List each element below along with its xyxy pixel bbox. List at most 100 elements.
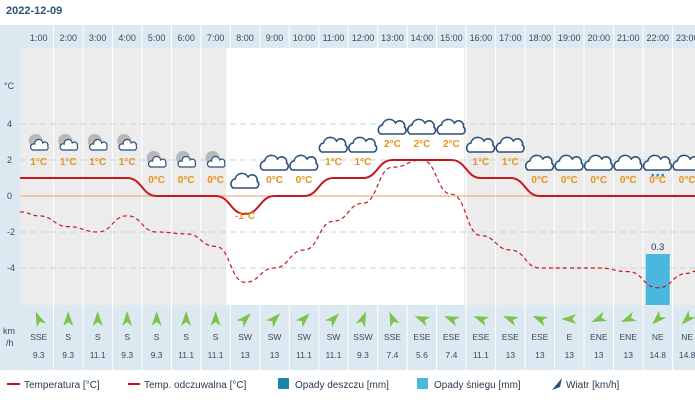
- hour-label: 8:00: [236, 33, 254, 43]
- legend-snow-swatch: [417, 378, 428, 389]
- cloud-icon: [289, 154, 319, 171]
- wind-arrow-icon: [620, 311, 637, 323]
- wind-arrow-icon: [414, 315, 431, 327]
- wind-speed-label: 11.1: [90, 350, 106, 360]
- night-cloud-icon: [176, 151, 197, 168]
- wind-arrow-icon: [295, 313, 310, 328]
- temperature-label: 1°C: [472, 157, 489, 168]
- hour-label: 23:00: [676, 33, 695, 43]
- temperature-label: -1°C: [235, 211, 255, 222]
- temperature-label: 0°C: [148, 175, 165, 186]
- wind-direction-label: ESE: [413, 332, 430, 342]
- cloud-icon: [230, 172, 260, 189]
- cloud-icon: [554, 154, 584, 171]
- legend-snow-label: Opady śniegu [mm]: [434, 380, 521, 391]
- hour-label: 20:00: [588, 33, 611, 43]
- hour-label: 2:00: [59, 33, 77, 43]
- temperature-label: 1°C: [30, 157, 47, 168]
- wind-direction-label: SW: [238, 332, 252, 342]
- wind-speed-label: 13: [535, 350, 545, 360]
- wind-arrow-icon: [236, 313, 251, 328]
- temperature-label: 0°C: [296, 175, 313, 186]
- wind-speed-label: 13: [270, 350, 280, 360]
- page-title: 2022-12-09: [6, 5, 63, 17]
- cloud-icon: [318, 136, 348, 153]
- night-cloud-icon: [117, 134, 138, 151]
- wind-speed-label: 9.3: [62, 350, 74, 360]
- wind-arrow-icon: [92, 311, 103, 326]
- wind-arrow-icon: [122, 311, 133, 326]
- wind-direction-label: ENE: [620, 332, 638, 342]
- wind-direction-label: S: [154, 332, 160, 342]
- wind-direction-label: SSW: [353, 332, 372, 342]
- hour-label: 22:00: [646, 33, 669, 43]
- wind-unit-label: /h: [6, 338, 14, 348]
- wind-arrow-icon: [63, 311, 74, 326]
- cloud-icon: [407, 118, 437, 135]
- wind-speed-label: 13: [565, 350, 575, 360]
- wind-speed-label: 11.1: [473, 350, 489, 360]
- wind-speed-label: 5.6: [416, 350, 428, 360]
- snow-value-label: 0.3: [651, 242, 664, 253]
- wind-arrow-icon: [181, 311, 192, 326]
- y-tick-label: 2: [7, 155, 12, 165]
- wind-arrow-icon: [652, 310, 667, 325]
- wind-direction-label: S: [124, 332, 130, 342]
- hour-label: 19:00: [558, 33, 581, 43]
- cloud-icon: [524, 154, 555, 171]
- wind-arrow-icon: [355, 311, 367, 328]
- wind-arrow-icon: [35, 311, 47, 328]
- temperature-label: 2°C: [414, 139, 431, 150]
- temperature-label: 2°C: [384, 139, 401, 150]
- cloud-icon: [465, 136, 496, 153]
- hour-label: 13:00: [381, 33, 404, 43]
- wind-speed-label: 7.4: [445, 350, 457, 360]
- hour-label: 3:00: [89, 33, 107, 43]
- wind-direction-label: SSE: [384, 332, 401, 342]
- wind-speed-label: 9.3: [357, 350, 369, 360]
- temperature-label: 1°C: [355, 157, 372, 168]
- wind-direction-label: S: [95, 332, 101, 342]
- cloud-icon: [495, 136, 525, 153]
- temperature-label: 1°C: [89, 157, 106, 168]
- wind-speed-label: 14.8: [649, 350, 666, 360]
- temperature-label: 1°C: [325, 157, 342, 168]
- hour-label: 11:00: [323, 33, 345, 43]
- wind-arrow-icon: [473, 315, 490, 327]
- wind-unit-label: km: [3, 326, 15, 336]
- wind-arrow-icon: [444, 315, 460, 327]
- wind-speed-label: 13: [240, 350, 250, 360]
- snowflake-dot: [656, 173, 660, 177]
- wind-speed-label: 13: [624, 350, 634, 360]
- wind-direction-label: S: [183, 332, 189, 342]
- legend-temp-label: Temperatura [°C]: [24, 380, 100, 391]
- y-tick-label: -4: [7, 263, 15, 273]
- wind-speed-label: 11.1: [326, 350, 342, 360]
- hour-label: 7:00: [207, 33, 225, 43]
- wind-arrow-icon: [681, 310, 695, 325]
- temperature-label: 0°C: [266, 175, 283, 186]
- snow-cloud-icon: [642, 154, 673, 171]
- wind-direction-label: ESE: [502, 332, 519, 342]
- wind-direction-label: NE: [681, 332, 693, 342]
- wind-speed-label: 13: [594, 350, 604, 360]
- y-tick-label: 4: [7, 119, 12, 129]
- hour-label: 1:00: [30, 33, 48, 43]
- wind-direction-label: ESE: [531, 332, 548, 342]
- cloud-icon: [672, 154, 695, 171]
- temperature-label: 0°C: [531, 175, 548, 186]
- temperature-label: 0°C: [590, 175, 607, 186]
- hour-label: 15:00: [440, 33, 463, 43]
- hour-label: 5:00: [148, 33, 166, 43]
- cloud-icon: [613, 154, 643, 171]
- snowflake-dot: [651, 173, 655, 177]
- temperature-label: 0°C: [649, 175, 666, 186]
- wind-direction-label: SW: [297, 332, 311, 342]
- legend-feels-label: Temp. odczuwalna [°C]: [144, 380, 247, 391]
- wind-arrow-icon: [389, 311, 400, 328]
- temperature-label: 1°C: [502, 157, 519, 168]
- temperature-label: 0°C: [561, 175, 578, 186]
- y-tick-label: -2: [7, 227, 15, 237]
